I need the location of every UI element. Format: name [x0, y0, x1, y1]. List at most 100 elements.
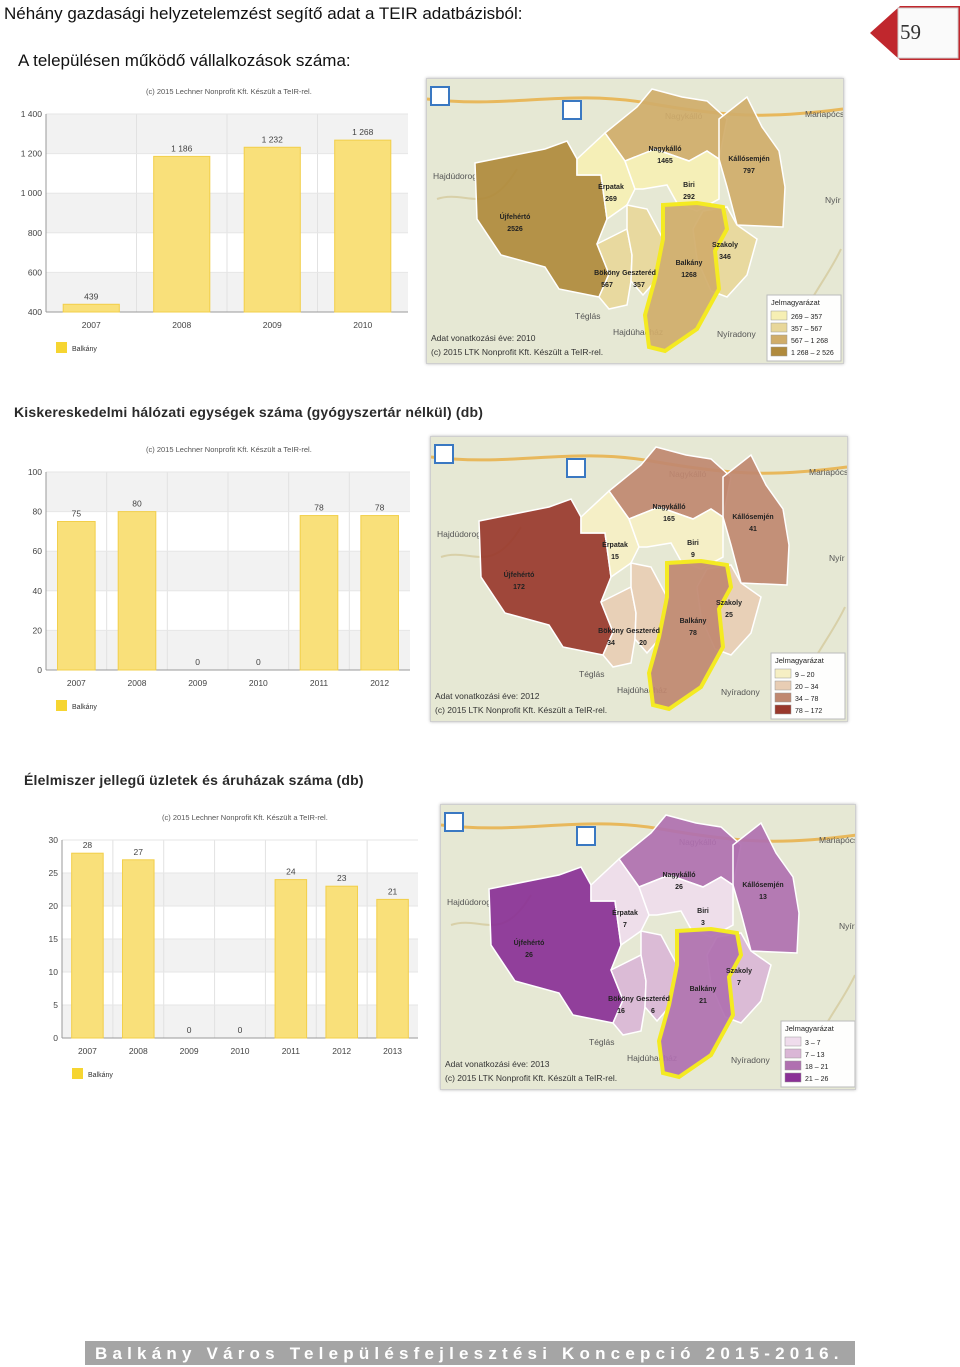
map-1-settlement-value: 41 — [749, 526, 757, 533]
map-0-settlement-geszterED — [626, 204, 664, 297]
chart-0-legend-swatch — [56, 342, 67, 353]
page-number-tab: 59 — [870, 6, 960, 60]
map-1-settlement-value: 15 — [611, 554, 619, 561]
section-title-food-stores: Élelmiszer jellegű üzletek és áruházak s… — [24, 772, 364, 788]
map-1-settlement-value: 78 — [689, 630, 697, 637]
map-1-place-label: Hajdúdorog — [437, 529, 481, 539]
chart-2-ytick-label: 20 — [49, 901, 59, 911]
map-0-legend-label: 567 – 1 268 — [791, 338, 828, 345]
chart-0-xtick-label: 2010 — [353, 320, 372, 330]
map-2-settlement-label: Érpatak — [612, 908, 638, 917]
page-tab-arrow-icon — [870, 6, 960, 60]
map-2-place-label: Hajdúdorog — [447, 897, 491, 907]
map-2-place-label: Nyíradony — [731, 1055, 770, 1065]
chart-2-ytick-label: 10 — [49, 967, 59, 977]
chart-2-data-label: 24 — [286, 867, 296, 877]
chart-1-ytick-label: 60 — [33, 546, 43, 556]
map-1-settlement-label: Érpatak — [602, 540, 628, 549]
map-1-balkany-outline — [646, 558, 734, 712]
map-0-settlement-label: Szakoly — [712, 242, 738, 249]
map-2-place-label: Téglás — [589, 1037, 615, 1047]
map-0-settlement-value: 797 — [743, 168, 755, 175]
map-0-settlement-value: 1465 — [657, 158, 673, 165]
map-0-legend-swatch — [770, 334, 788, 345]
map-2-settlement-value: 26 — [675, 884, 683, 891]
map-1-place-label: Nyír — [829, 553, 845, 563]
chart-2-data-label: 0 — [187, 1025, 192, 1035]
map-0-settlement-value: 292 — [683, 194, 695, 201]
map-1-highway-sign-icon — [566, 458, 586, 478]
bar-chart-enterprises: (c) 2015 Lechner Nonprofit Kft. Készült … — [10, 84, 412, 360]
map-1-settlement-label: Geszteréd — [626, 628, 660, 635]
map-0-place-label: Hajdúhadház — [613, 327, 663, 337]
chart-1-xtick-label: 2009 — [188, 678, 207, 688]
map-0-legend-label: 269 – 357 — [791, 314, 822, 321]
chart-0-data-label: 1 232 — [262, 134, 284, 144]
map-2-place-label: Hajdúhadház — [627, 1053, 677, 1063]
map-0-place-label: Téglás — [575, 311, 601, 321]
chart-1-data-label: 75 — [72, 509, 82, 519]
map-0-settlement-value: 357 — [633, 282, 645, 289]
map-2-settlement-value: 21 — [699, 998, 707, 1005]
chart-1-ytick-label: 0 — [37, 665, 42, 675]
chart-0-ytick-label: 400 — [28, 307, 42, 317]
chart-0-ytick-label: 1 200 — [21, 149, 43, 159]
map-2-legend-label: 3 – 7 — [805, 1040, 821, 1047]
chart-2-xtick-label: 2012 — [332, 1046, 351, 1056]
map-2-legend-swatch — [784, 1060, 802, 1071]
map-0-settlement-kallosemjen — [718, 95, 786, 228]
chart-0-legend-label: Balkány — [72, 346, 97, 353]
chart-0-xtick-label: 2007 — [82, 320, 101, 330]
map-0-place-label: Nyíradony — [717, 329, 756, 339]
chart-0-data-label: 1 186 — [171, 143, 193, 153]
map-0-place-label: Mariapócs — [805, 109, 843, 119]
map-2-highway-sign-icon — [444, 812, 464, 832]
map-0-place-label: Nyír — [825, 195, 841, 205]
map-2-settlement-value: 13 — [759, 894, 767, 901]
page-header: Néhány gazdasági helyzetelemzést segítő … — [4, 4, 523, 23]
chart-1-data-label: 0 — [195, 657, 200, 667]
map-0-settlement-value: 567 — [601, 282, 613, 289]
map-0-year-label: Adat vonatkozási éve: 2010 — [431, 333, 536, 343]
map-0-legend-swatch — [770, 346, 788, 357]
chart-1-data-label: 0 — [256, 657, 261, 667]
bar-chart-enterprises-svg: (c) 2015 Lechner Nonprofit Kft. Készült … — [21, 87, 408, 353]
map-0-settlement-label: Kállósemjén — [728, 156, 769, 163]
map-0-legend-swatch — [770, 310, 788, 321]
map-1-legend-swatch — [774, 692, 792, 703]
chart-2-bar — [376, 898, 409, 1039]
map-1-place-label: Mariapócs — [809, 467, 847, 477]
chart-2-legend-swatch — [72, 1068, 83, 1079]
map-1-legend-label: 9 – 20 — [795, 672, 815, 679]
map-2-settlement-value: 26 — [525, 952, 533, 959]
chart-2-credit: (c) 2015 Lechner Nonprofit Kft. Készült … — [162, 813, 328, 822]
chart-1-bar — [299, 515, 339, 671]
map-0-legend-title: Jelmagyarázat — [771, 298, 821, 307]
chart-1-ytick-label: 40 — [33, 586, 43, 596]
chart-1-xtick-label: 2012 — [370, 678, 389, 688]
chart-2-xtick-label: 2010 — [231, 1046, 250, 1056]
map-1-settlement-value: 20 — [639, 640, 647, 647]
map-1-settlement-kallosemjen — [722, 453, 790, 586]
map-2-balkany-outline — [656, 926, 744, 1080]
chart-0-xtick-label: 2009 — [263, 320, 282, 330]
chart-2-data-label: 27 — [134, 847, 144, 857]
map-2-settlement-label: Geszteréd — [636, 996, 670, 1003]
chart-2-bar — [71, 852, 104, 1039]
map-0-balkany-outline — [642, 200, 730, 354]
map-0-legend-label: 1 268 – 2 526 — [791, 350, 834, 357]
chart-1-bar — [57, 521, 96, 671]
map-0-settlement-value: 1268 — [681, 272, 697, 279]
map-0-highway-sign-icon — [430, 86, 450, 106]
chart-1-credit: (c) 2015 Lechner Nonprofit Kft. Készült … — [146, 445, 312, 454]
section-title-retail: Kiskereskedelmi hálózati egységek száma … — [14, 404, 484, 420]
map-1-legend-swatch — [774, 704, 792, 715]
map-2-legend-swatch — [784, 1072, 802, 1083]
chart-2-data-label: 21 — [388, 886, 398, 896]
chart-2-xtick-label: 2013 — [383, 1046, 402, 1056]
map-1-settlement-value: 25 — [725, 612, 733, 619]
map-1-settlement-geszterED — [630, 562, 668, 655]
map-0-settlement-label: Újfehértó — [500, 212, 531, 221]
map-1-settlement-label: Kállósemjén — [732, 514, 773, 521]
map-1-place-label: Téglás — [579, 669, 605, 679]
